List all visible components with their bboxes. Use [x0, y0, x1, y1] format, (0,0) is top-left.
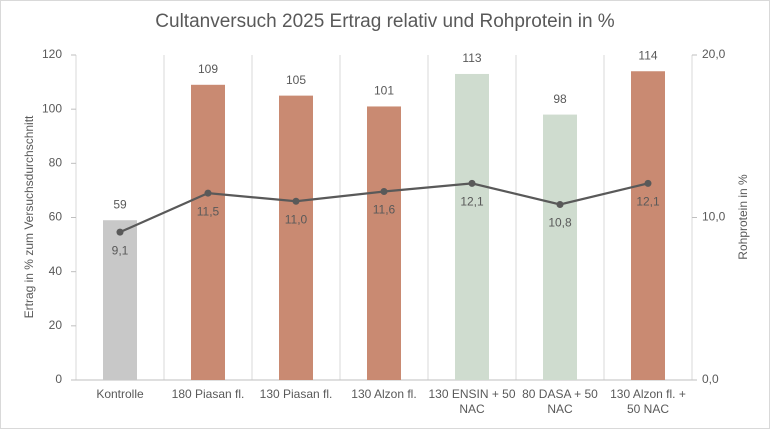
y2-tick-label: 20,0	[702, 47, 726, 61]
bar-value-label: 98	[553, 92, 567, 106]
y-tick-label: 120	[42, 47, 62, 61]
y-tick-label: 40	[49, 264, 63, 278]
line-value-label: 9,1	[112, 243, 129, 257]
x-tick-label: 180 Piasan fl.	[171, 387, 245, 401]
y2-tick-label: 0,0	[702, 372, 719, 386]
bar-value-label: 105	[286, 73, 306, 87]
x-tick-label: 130 Piasan fl.	[259, 387, 333, 401]
y-axis-label: Ertrag in % zum Versuchsdurchschnitt	[22, 115, 36, 318]
bar	[631, 71, 665, 380]
protein-point	[292, 197, 300, 205]
line-value-label: 10,8	[548, 216, 572, 230]
bar-value-label: 101	[374, 84, 394, 98]
bar	[367, 106, 401, 380]
protein-point	[468, 179, 476, 187]
x-tick-label: 130 ENSIN + 50 NAC	[428, 387, 516, 416]
line-value-label: 11,5	[197, 204, 220, 218]
line-value-label: 11,0	[285, 212, 308, 226]
y2-tick-label: 10,0	[702, 210, 726, 224]
bar	[191, 84, 225, 381]
bar-value-label: 114	[638, 48, 657, 62]
x-tick-label: 130 Alzon fl. + 50 NAC	[610, 387, 686, 416]
y-tick-label: 80	[49, 156, 63, 170]
bar-value-label: 59	[113, 197, 127, 211]
line-value-label: 11,6	[373, 203, 396, 217]
bar	[279, 95, 313, 380]
protein-point	[116, 228, 124, 236]
bar	[543, 114, 577, 380]
protein-point	[380, 188, 388, 195]
y-tick-label: 20	[49, 318, 63, 332]
y-tick-label: 60	[49, 210, 63, 224]
x-tick-label: 80 DASA + 50 NAC	[522, 387, 598, 416]
protein-point	[204, 189, 212, 197]
chart-title: Cultanversuch 2025 Ertrag relativ und Ro…	[155, 11, 615, 32]
x-tick-label: 130 Alzon fl.	[351, 387, 417, 401]
line-value-label: 12,1	[460, 195, 484, 209]
y-tick-label: 100	[42, 101, 62, 115]
line-value-label: 12,1	[636, 195, 660, 209]
bar-value-label: 109	[198, 62, 218, 76]
bar-value-label: 113	[462, 51, 481, 65]
y2-axis-label: Rohprotein in %	[736, 174, 750, 260]
x-tick-label: Kontrolle	[96, 387, 144, 401]
y-tick-label: 0	[55, 372, 62, 386]
bar	[455, 73, 489, 380]
protein-point	[644, 179, 652, 187]
bar	[103, 220, 137, 380]
protein-point	[556, 201, 564, 208]
